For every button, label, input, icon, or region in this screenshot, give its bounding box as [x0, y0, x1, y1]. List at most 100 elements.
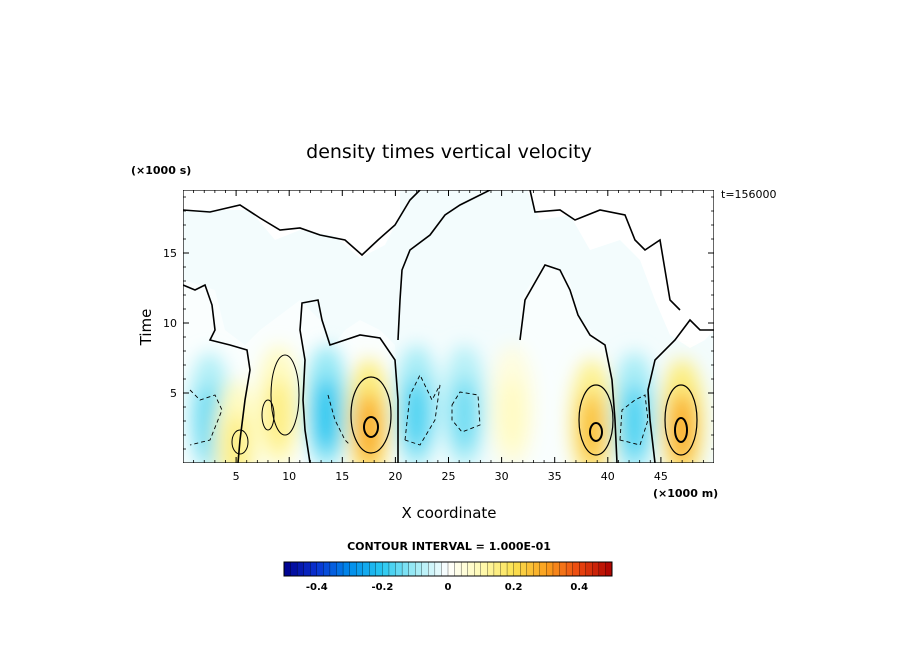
x-axis-label: X coordinate: [401, 504, 496, 522]
colorbar-cell: [474, 561, 482, 577]
colorbar-cell: [296, 561, 305, 577]
colorbar-cell: [552, 561, 560, 577]
colorbar-tick-label-1: -0.2: [371, 582, 393, 593]
colorbar-tick-label-4: 0.4: [570, 582, 588, 593]
colorbar-cell: [283, 561, 292, 577]
y-unit-label: (×1000 s): [131, 164, 191, 177]
colorbar-cell: [487, 561, 495, 577]
colorbar-cell: [336, 561, 344, 577]
contour-fill: [187, 345, 705, 463]
colorbar-cell: [539, 561, 547, 577]
colorbar-cell: [428, 561, 436, 577]
field-blob-9: [621, 384, 648, 460]
colorbar-cell: [572, 561, 580, 577]
colorbar-cell: [520, 561, 528, 577]
field-blob-1: [222, 412, 250, 463]
field-blob-6: [451, 377, 478, 453]
colorbar-cell: [447, 561, 456, 577]
colorbar-cell: [526, 561, 534, 577]
colorbar-cell: [316, 561, 324, 577]
contour-zero-7: [529, 190, 681, 311]
contour-pos-6: [664, 384, 698, 456]
contour-lines-negative: [189, 373, 649, 446]
colorbar-cell: [533, 561, 541, 577]
chart-title: density times vertical velocity: [306, 141, 592, 163]
contour-pos-3: [363, 416, 379, 438]
contour-neg-3: [404, 373, 441, 446]
colorbar-cell: [454, 561, 462, 577]
colorbar-cell: [342, 561, 351, 577]
y-tick-label-0: 5: [170, 387, 177, 400]
colorbar-cell: [598, 561, 606, 577]
colorbar-cell: [480, 561, 488, 577]
colorbar-cell: [493, 561, 501, 577]
x-tick-label-8: 45: [654, 470, 668, 483]
colorbar-cell: [323, 561, 331, 577]
contour-neg-4: [451, 391, 481, 433]
colorbar-cell: [434, 561, 442, 577]
colorbar-cell: [356, 561, 364, 577]
x-tick-label-2: 15: [335, 470, 349, 483]
colorbar-cell: [460, 561, 469, 577]
colorbar: -0.4 -0.2 0 0.2 0.4: [283, 561, 613, 593]
contour-pos-7: [674, 417, 688, 443]
field-blob-3: [313, 377, 340, 453]
contour-zero-4: [519, 264, 618, 463]
contour-pos-5: [589, 422, 603, 442]
colorbar-tick-label-0: -0.4: [306, 582, 328, 593]
field-blob-7: [499, 377, 526, 453]
colorbar-cell: [401, 561, 410, 577]
colorbar-cell: [500, 561, 508, 577]
white-region-right: [527, 190, 714, 348]
colorbar-cell: [290, 561, 298, 577]
x-tick-label-3: 20: [388, 470, 402, 483]
colorbar-cell: [375, 561, 383, 577]
colorbar-cell: [506, 561, 515, 577]
colorbar-cell: [388, 561, 396, 577]
colorbar-cell: [421, 561, 429, 577]
x-tick-label-6: 35: [548, 470, 562, 483]
colorbar-cell: [441, 561, 449, 577]
colorbar-ticks: -0.4 -0.2 0 0.2 0.4: [306, 582, 588, 593]
x-tick-label-5: 30: [495, 470, 509, 483]
contour-zero-2: [299, 299, 399, 463]
y-tick-label-2: 15: [163, 247, 177, 260]
y-tick-label-1: 10: [163, 317, 177, 330]
contour-lines: [183, 190, 714, 463]
field-blob-10: [668, 391, 696, 463]
contour-pos-8: [231, 429, 249, 455]
colorbar-cell: [415, 561, 423, 577]
contour-neg-1: [189, 389, 223, 446]
field-blob-4: [355, 391, 383, 463]
colorbar-cell: [579, 561, 587, 577]
colorbar-cell: [310, 561, 318, 577]
colorbar-cell: [362, 561, 370, 577]
colorbar-cell: [303, 561, 311, 577]
colorbar-cell: [559, 561, 567, 577]
colorbar-cell: [467, 561, 475, 577]
colorbar-cell: [349, 561, 357, 577]
contour-interval-label: CONTOUR INTERVAL = 1.000E-01: [347, 540, 551, 553]
contour-zero-5: [647, 318, 714, 463]
colorbar-cell: [592, 561, 600, 577]
colorbar-tick-label-2: 0: [445, 582, 452, 593]
colorbar-tick-label-3: 0.2: [505, 582, 523, 593]
contour-zero-1: [183, 283, 251, 463]
colorbar-cells: [283, 561, 613, 577]
contour-pos-9: [261, 399, 275, 431]
x-tick-label-0: 5: [233, 470, 240, 483]
colorbar-cell: [605, 561, 613, 577]
colorbar-cell: [513, 561, 521, 577]
contour-pos-2: [350, 376, 392, 454]
x-ticks: 5 10 15 20 25 30 35 40 45: [193, 190, 704, 483]
plot-area: [183, 190, 714, 463]
colorbar-cell: [395, 561, 403, 577]
y-ticks: 5 10 15: [163, 196, 714, 450]
contour-pos-1: [270, 354, 300, 436]
time-label: t=156000: [721, 188, 777, 201]
colorbar-cell: [546, 561, 554, 577]
colorbar-cell: [408, 561, 416, 577]
colorbar-cell: [382, 561, 390, 577]
x-tick-label-1: 10: [282, 470, 296, 483]
